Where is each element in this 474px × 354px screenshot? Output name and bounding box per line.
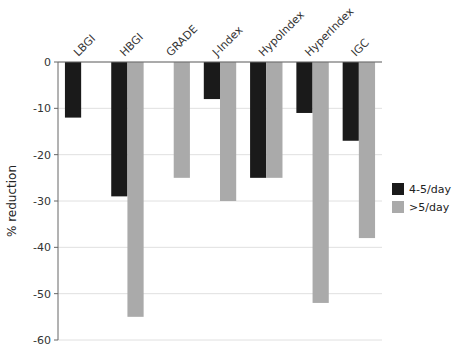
chart-container: 0 -10 -20 -30 -40 -50 -60 % reduction LBGI HBGI GR…	[0, 0, 474, 354]
y-tick	[54, 340, 58, 341]
grid-line	[58, 293, 382, 294]
y-tick-label: -40	[33, 241, 51, 254]
x-tick-label: GRADE	[164, 23, 201, 60]
y-tick-label: 0	[44, 56, 51, 69]
y-tick	[54, 201, 58, 202]
y-tick	[54, 293, 58, 294]
y-tick-label: -60	[33, 334, 51, 347]
grid-line	[58, 247, 382, 248]
y-axis-line	[58, 62, 59, 340]
grid-line	[58, 340, 382, 341]
y-tick	[54, 108, 58, 109]
y-axis-label: % reduction	[5, 165, 19, 237]
bar	[266, 62, 282, 178]
y-tick	[54, 247, 58, 248]
y-tick-label: -20	[33, 149, 51, 162]
legend: 4-5/day >5/day	[392, 183, 451, 214]
legend-swatch	[392, 183, 404, 195]
bar	[296, 62, 312, 113]
x-tick-label: LBGI	[71, 32, 98, 59]
x-tick-label: IGC	[349, 36, 372, 59]
bar	[174, 62, 190, 178]
y-tick	[54, 154, 58, 155]
bar	[65, 62, 81, 118]
y-tick-label: -30	[33, 195, 51, 208]
legend-label: 4-5/day	[409, 183, 451, 196]
bar	[127, 62, 143, 317]
zero-line	[58, 62, 382, 63]
bar	[343, 62, 359, 141]
bar	[111, 62, 127, 196]
legend-swatch	[392, 201, 404, 213]
bars	[65, 62, 375, 317]
legend-label: >5/day	[409, 201, 450, 214]
x-tick-label: HBGI	[117, 31, 146, 60]
bar	[313, 62, 329, 303]
y-tick-label: -10	[33, 102, 51, 115]
bar	[220, 62, 236, 201]
x-axis: LBGIHBGIGRADEJ-IndexHypoIndexHyperIndexI…	[71, 5, 372, 60]
bar	[204, 62, 220, 99]
x-tick-label: HypoIndex	[256, 8, 307, 59]
bar	[359, 62, 375, 238]
grid-line	[58, 62, 382, 63]
x-tick-label: J-Index	[209, 23, 245, 59]
y-tick	[54, 62, 58, 63]
bar	[250, 62, 266, 178]
chart-svg: 0 -10 -20 -30 -40 -50 -60 % reduction LBGI HBGI GR…	[0, 0, 474, 354]
y-axis: 0 -10 -20 -30 -40 -50 -60	[33, 56, 382, 347]
y-tick-label: -50	[33, 288, 51, 301]
